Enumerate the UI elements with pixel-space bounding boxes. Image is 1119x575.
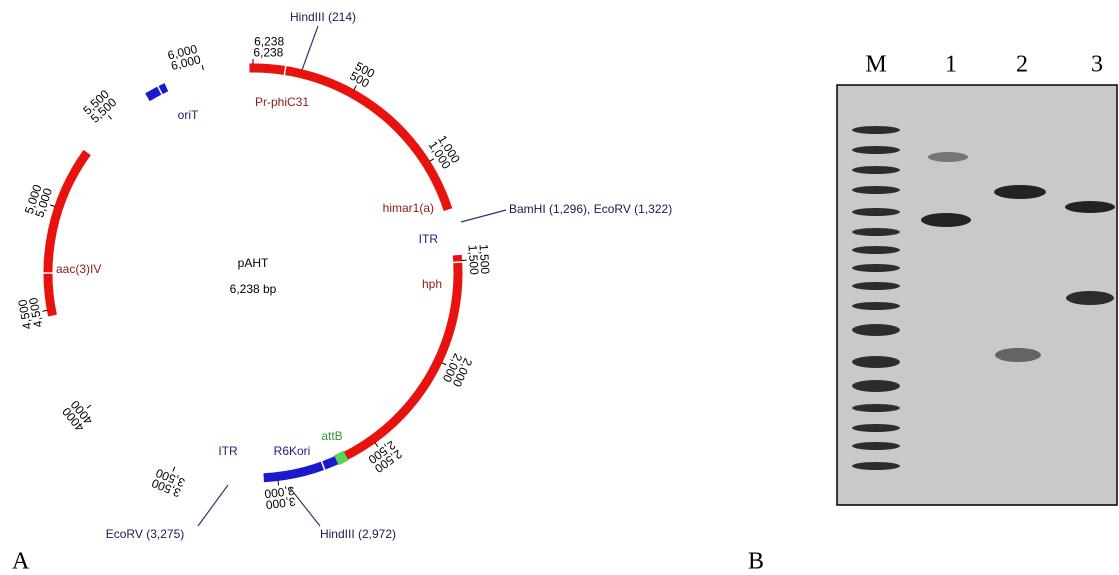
tick-mark <box>42 310 47 311</box>
lane-label: 1 <box>945 52 957 78</box>
feature-marker <box>443 215 456 219</box>
feature-label: ITR <box>218 444 238 458</box>
gel-band <box>852 424 900 432</box>
lane-label: 2 <box>1016 52 1028 78</box>
map-segment <box>48 153 87 316</box>
gel-band <box>994 185 1046 199</box>
gel-band <box>852 146 900 154</box>
site-label: BamHI (1,296), EcoRV (1,322) <box>509 202 672 216</box>
gel-band <box>852 126 900 134</box>
gel-band <box>928 152 968 162</box>
gel-band <box>852 186 900 194</box>
feature-marker <box>451 262 465 263</box>
gel-band <box>852 246 900 254</box>
gel-band <box>852 166 900 174</box>
gel-band <box>852 442 900 450</box>
gel-band <box>852 282 900 290</box>
feature-label: oriT <box>178 108 199 122</box>
gel-band <box>852 228 900 236</box>
map-segment <box>336 456 346 461</box>
gel-band <box>852 264 900 272</box>
tick-mark <box>375 443 378 447</box>
site-label: EcoRV (3,275) <box>106 527 185 541</box>
tick-mark <box>108 115 111 119</box>
gel-band <box>852 208 900 216</box>
gel-band <box>921 213 971 227</box>
gel-band <box>852 462 900 470</box>
gel-band <box>1065 201 1115 213</box>
tick-mark <box>87 405 91 408</box>
plasmid-name: pAHT <box>238 256 269 270</box>
tick-mark <box>173 467 175 472</box>
map-segment <box>249 68 448 210</box>
tick-label: 3,000 <box>263 483 295 501</box>
feature-label: ITR <box>419 232 439 246</box>
panel-label: B <box>748 549 764 575</box>
lane-label: 3 <box>1091 52 1103 78</box>
tick-mark <box>430 159 434 162</box>
site-leader <box>461 210 506 222</box>
site-leader <box>198 485 228 526</box>
gel-band <box>852 302 900 310</box>
tick-mark <box>202 65 203 70</box>
gel-band <box>852 324 900 336</box>
tick-mark <box>50 205 55 207</box>
feature-label: aac(3)IV <box>56 262 101 276</box>
gel-band <box>852 380 900 392</box>
lane-label: M <box>865 52 886 78</box>
tick-label: 1,500 <box>466 244 482 275</box>
tick-mark <box>354 86 356 90</box>
feature-label: himar1(a) <box>383 201 434 215</box>
feature-label: R6Kori <box>274 444 311 458</box>
gel-band <box>852 404 900 412</box>
plasmid-size: 6,238 bp <box>230 282 277 296</box>
map-segment <box>264 457 343 477</box>
gel-band <box>852 356 900 368</box>
feature-label: hph <box>422 277 442 291</box>
gel-band <box>1066 291 1114 305</box>
site-leader <box>302 26 318 70</box>
site-label: HindIII (2,972) <box>320 527 396 541</box>
tick-mark <box>278 481 279 486</box>
feature-label: attB <box>321 429 342 443</box>
site-label: HindIII (214) <box>290 10 356 24</box>
panel-label: A <box>12 549 30 575</box>
tick-mark <box>442 363 447 365</box>
gel-band <box>995 348 1041 362</box>
feature-label: Pr-phiC31 <box>255 95 309 109</box>
tick-label: 6,238 <box>253 46 283 60</box>
figure: 5005001,0001,0001,5001,5002,0002,0002,50… <box>0 0 1119 575</box>
